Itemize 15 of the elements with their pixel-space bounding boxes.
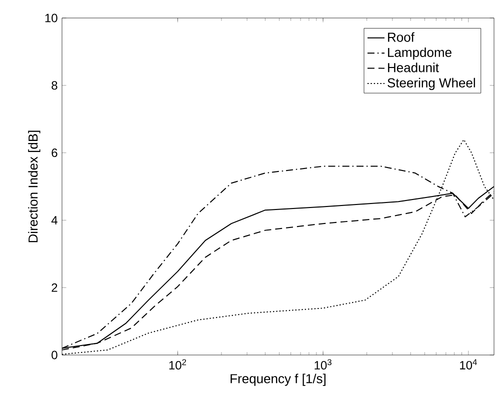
- x-tick-label: 10$^{4}$: [460, 359, 477, 370]
- y-axis-title: Direction Index [dB]: [28, 130, 40, 242]
- legend-label: Lampdome: [388, 47, 452, 60]
- x-tick-label: 10$^{3}$: [314, 359, 332, 370]
- y-tick-label: 6: [52, 148, 58, 158]
- y-tick-label: 10: [45, 14, 58, 22]
- legend-label: Headunit: [388, 62, 439, 72]
- y-tick-label: 2: [52, 283, 58, 292]
- y-tick-label: 0: [52, 350, 58, 360]
- y-tick-label: 4: [51, 216, 58, 224]
- legend-label: Roof: [388, 32, 414, 42]
- y-tick-label: 8: [52, 81, 58, 90]
- x-tick-label: 10$^{2}$: [169, 359, 186, 370]
- x-axis-title: Frequency f [1/s]: [230, 374, 326, 386]
- legend-label: Steering Wheel: [388, 78, 475, 90]
